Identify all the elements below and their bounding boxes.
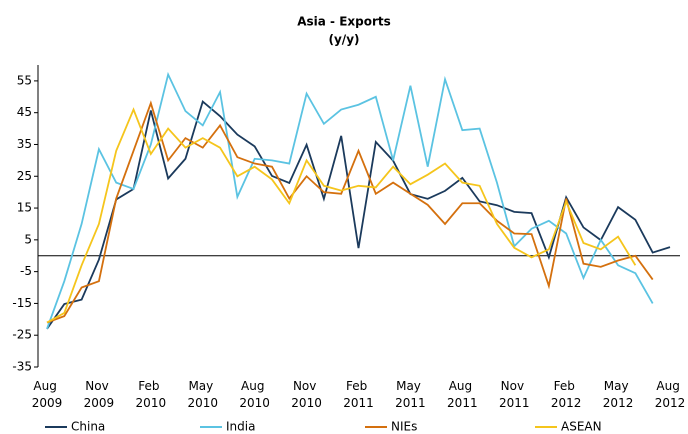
legend-label: China: [71, 420, 105, 434]
x-tick-label: May 2012: [603, 379, 634, 410]
y-tick-label: -5: [20, 264, 32, 278]
y-tick-label: 25: [17, 169, 32, 183]
x-tick-label: May 2010: [187, 379, 218, 410]
x-tick-label: Aug 2011: [447, 379, 478, 410]
x-tick-label: Nov 2011: [499, 379, 530, 410]
legend-label: NIEs: [391, 420, 417, 434]
series-line: [46, 100, 654, 324]
x-tick-label: Nov 2010: [291, 379, 322, 410]
y-tick-label: 55: [17, 73, 32, 87]
x-tick-label: May 2011: [395, 379, 426, 410]
y-tick-label: -15: [12, 296, 32, 310]
x-tick-label: Nov 2009: [84, 379, 115, 410]
y-tick-label: 15: [17, 201, 32, 215]
series-line: [46, 99, 671, 330]
x-tick-label: Feb 2011: [343, 379, 374, 410]
y-tick-label: 45: [17, 105, 32, 119]
x-tick-label: Aug 2012: [655, 379, 686, 410]
x-tick-label: Feb 2010: [136, 379, 167, 410]
legend-label: ASEAN: [561, 420, 602, 434]
chart-title: Asia - Exports: [297, 15, 391, 29]
x-tick-label: Aug 2009: [32, 379, 63, 410]
y-tick-label: -25: [12, 328, 32, 342]
chart-subtitle: (y/y): [329, 33, 360, 47]
y-tick-label: 5: [24, 232, 32, 246]
x-tick-label: Feb 2012: [551, 379, 582, 410]
legend-label: India: [226, 420, 255, 434]
y-tick-label: 35: [17, 137, 32, 151]
series-line: [46, 107, 637, 324]
y-tick-label: -35: [12, 360, 32, 374]
x-tick-label: Aug 2010: [239, 379, 270, 410]
series-line: [46, 71, 654, 330]
